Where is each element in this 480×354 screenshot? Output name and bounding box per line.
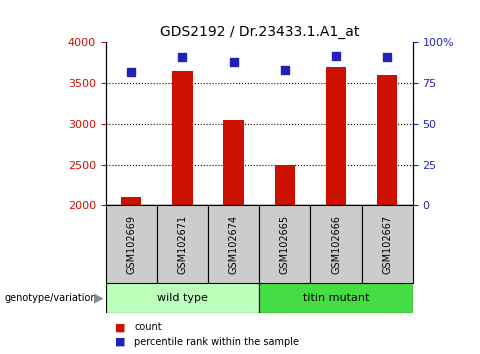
FancyBboxPatch shape [361,205,413,283]
Bar [326,67,346,205]
Point [127,69,135,75]
Point [332,53,340,58]
FancyBboxPatch shape [208,205,259,283]
Text: wild type: wild type [157,293,208,303]
Bar [172,71,192,205]
Text: GSM102671: GSM102671 [178,215,187,274]
FancyBboxPatch shape [157,205,208,283]
Text: GSM102665: GSM102665 [280,215,290,274]
Text: GSM102667: GSM102667 [382,215,392,274]
Text: GSM102669: GSM102669 [126,215,136,274]
Text: count: count [134,322,162,332]
Point [230,59,238,65]
Bar [377,75,397,205]
Text: GSM102674: GSM102674 [228,215,239,274]
FancyBboxPatch shape [106,283,259,313]
Point [281,67,288,73]
Text: percentile rank within the sample: percentile rank within the sample [134,337,300,347]
FancyBboxPatch shape [259,283,413,313]
Text: GSM102666: GSM102666 [331,215,341,274]
Bar [275,165,295,205]
Bar [223,120,244,205]
FancyBboxPatch shape [106,205,157,283]
Text: ■: ■ [115,322,126,332]
Point [384,54,391,60]
Point [179,54,186,60]
Text: genotype/variation: genotype/variation [5,293,97,303]
Text: ■: ■ [115,337,126,347]
Text: ▶: ▶ [94,292,103,305]
Bar [121,197,142,205]
FancyBboxPatch shape [259,205,311,283]
Title: GDS2192 / Dr.23433.1.A1_at: GDS2192 / Dr.23433.1.A1_at [159,25,359,39]
FancyBboxPatch shape [311,205,361,283]
Text: titin mutant: titin mutant [303,293,369,303]
